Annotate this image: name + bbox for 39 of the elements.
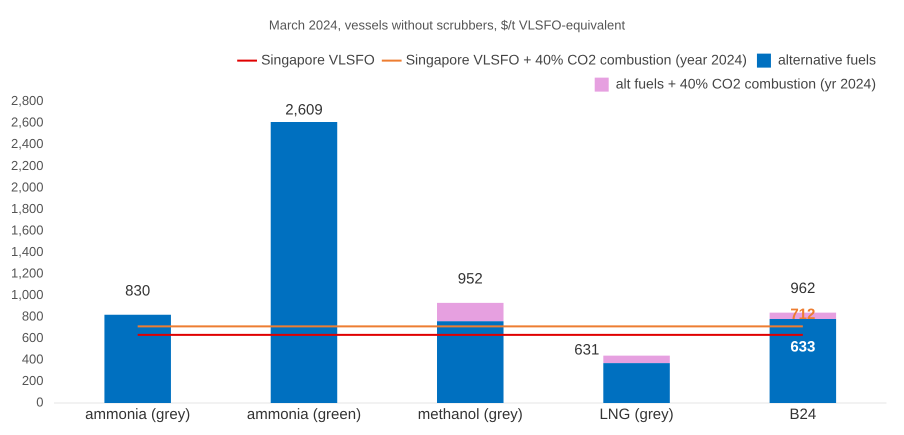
legend-label: alternative fuels (778, 51, 876, 68)
legend-label: alt fuels + 40% CO2 combustion (yr 2024) (616, 75, 876, 92)
y-tick-label: 2,200 (10, 158, 44, 173)
bar (603, 356, 670, 364)
data-label: 712 (790, 306, 816, 323)
y-tick-label: 1,000 (10, 286, 44, 302)
annotation: 2,609 (285, 102, 323, 119)
y-tick-label: 2,800 (10, 93, 44, 108)
bar (270, 122, 338, 403)
x-tick-label: methanol (grey) (418, 406, 523, 424)
bar (437, 302, 504, 322)
bar (104, 314, 171, 403)
y-tick-label: 2,000 (10, 179, 44, 194)
legend-label: Singapore VLSFO (261, 51, 375, 68)
x-tick-label: ammonia (grey) (85, 406, 190, 424)
y-tick-label: 0 (36, 394, 44, 410)
y-tick-label: 1,600 (10, 222, 44, 238)
y-tick-label: 1,800 (10, 200, 44, 216)
bar (603, 363, 670, 403)
annotation: 631 (574, 341, 600, 358)
annotation: 962 (790, 280, 816, 298)
chart-title: March 2024, vessels without scrubbers, $/t VLSFO-equivalent (268, 17, 626, 32)
x-tick-label: LNG (grey) (599, 406, 674, 424)
y-tick-label: 2,600 (10, 114, 44, 130)
y-tick-label: 1,200 (10, 265, 44, 280)
x-tick-label: B24 (790, 406, 816, 424)
y-tick-label: 200 (22, 373, 44, 388)
bar (437, 321, 504, 403)
legend-label: Singapore VLSFO + 40% CO2 combustion (year 2024) (406, 51, 747, 68)
y-tick-label: 400 (22, 352, 44, 367)
data-label: 633 (790, 338, 816, 356)
annotation: 830 (125, 282, 150, 300)
y-tick-label: 1,400 (10, 244, 44, 259)
x-tick-label: ammonia (green) (246, 406, 362, 424)
annotation: 952 (458, 270, 483, 288)
y-tick-label: 2,400 (10, 136, 44, 152)
y-tick-label: 600 (22, 330, 44, 345)
bar (770, 319, 836, 403)
y-tick-label: 800 (22, 308, 44, 324)
